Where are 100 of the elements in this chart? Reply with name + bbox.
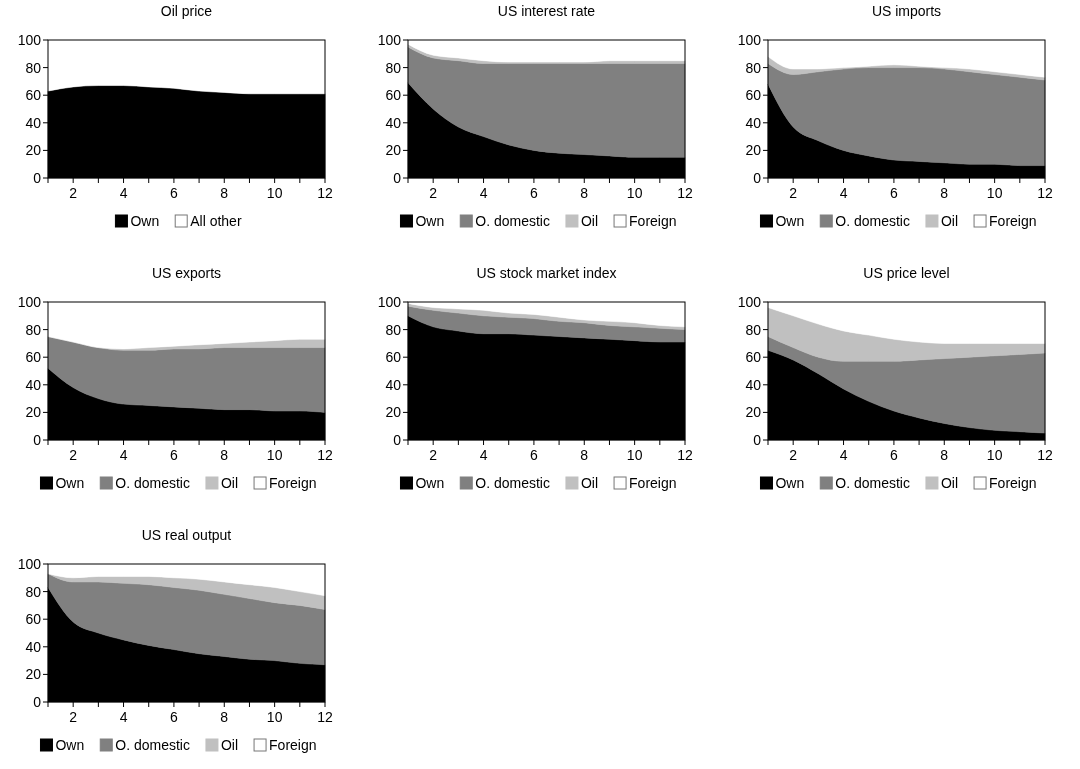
y-tick-label: 0: [753, 170, 762, 186]
chart-title: US stock market index: [476, 265, 617, 281]
x-tick-label: 12: [317, 185, 333, 201]
y-tick-label: 40: [25, 114, 42, 131]
y-tick-label: 80: [385, 59, 402, 76]
legend-label: O. domestic: [835, 475, 910, 491]
x-tick-label: 12: [317, 447, 333, 463]
x-tick-label: 12: [677, 185, 693, 201]
y-tick-label: 40: [25, 638, 42, 655]
legend-label: O. domestic: [475, 213, 550, 229]
legend-label: Own: [775, 213, 805, 229]
legend-label: Own: [130, 213, 160, 229]
chart-title: US real output: [141, 527, 232, 543]
y-tick-label: 20: [745, 404, 762, 421]
x-tick-label: 2: [429, 185, 438, 201]
x-tick-label: 8: [220, 709, 229, 725]
x-tick-label: 8: [580, 185, 589, 201]
legend-label: Oil: [940, 475, 959, 491]
x-tick-label: 4: [839, 185, 848, 201]
chart-title: US exports: [151, 265, 222, 281]
y-tick-label: 40: [385, 114, 402, 131]
y-tick-label: 20: [25, 142, 42, 159]
x-tick-label: 2: [429, 447, 438, 463]
y-tick-label: 40: [745, 376, 762, 393]
x-tick-label: 4: [479, 185, 488, 201]
y-tick-label: 100: [17, 32, 42, 48]
x-tick-label: 2: [789, 447, 798, 463]
legend-label: O. domestic: [475, 475, 550, 491]
y-tick-label: 80: [25, 583, 42, 600]
y-tick-label: 20: [745, 142, 762, 159]
x-tick-label: 10: [626, 447, 643, 463]
y-tick-label: 0: [33, 694, 42, 710]
y-tick-label: 60: [25, 87, 42, 104]
x-tick-label: 6: [170, 185, 179, 201]
legend-label: Own: [55, 737, 85, 753]
x-tick-label: 12: [677, 447, 693, 463]
legend-label: Foreign: [989, 213, 1037, 229]
y-tick-label: 80: [25, 59, 42, 76]
y-tick-label: 60: [745, 349, 762, 366]
legend-label: Oil: [940, 213, 959, 229]
y-tick-label: 0: [393, 170, 402, 186]
x-tick-label: 10: [626, 185, 643, 201]
x-tick-label: 2: [69, 447, 78, 463]
y-tick-label: 40: [25, 376, 42, 393]
y-tick-label: 100: [737, 32, 762, 48]
y-tick-label: 20: [25, 666, 42, 683]
legend-label: Oil: [220, 475, 239, 491]
x-tick-label: 10: [266, 185, 283, 201]
y-tick-label: 60: [745, 87, 762, 104]
y-tick-label: 100: [17, 294, 42, 310]
legend-label: Oil: [220, 737, 239, 753]
chart-title: Oil price: [160, 3, 213, 19]
legend-label: Own: [55, 475, 85, 491]
x-tick-label: 8: [580, 447, 589, 463]
y-tick-label: 40: [745, 114, 762, 131]
x-tick-label: 6: [890, 185, 899, 201]
y-tick-label: 80: [745, 59, 762, 76]
y-tick-label: 0: [33, 170, 42, 186]
x-tick-label: 4: [119, 447, 128, 463]
y-tick-label: 60: [25, 611, 42, 628]
legend-label: O. domestic: [835, 213, 910, 229]
y-tick-label: 100: [737, 294, 762, 310]
x-tick-label: 2: [789, 185, 798, 201]
legend-label: Oil: [580, 213, 599, 229]
y-tick-label: 0: [393, 432, 402, 448]
x-tick-label: 10: [986, 185, 1003, 201]
x-tick-label: 6: [530, 185, 539, 201]
x-tick-label: 8: [940, 447, 949, 463]
y-tick-label: 0: [33, 432, 42, 448]
x-tick-label: 4: [479, 447, 488, 463]
legend-label: Own: [415, 475, 445, 491]
chart-title: US imports: [871, 3, 942, 19]
legend-label: Foreign: [629, 475, 677, 491]
y-tick-label: 80: [745, 321, 762, 338]
y-tick-label: 0: [753, 432, 762, 448]
x-tick-label: 2: [69, 709, 78, 725]
legend-label: Foreign: [269, 737, 317, 753]
legend-label: Foreign: [629, 213, 677, 229]
x-tick-label: 4: [119, 185, 128, 201]
y-tick-label: 80: [385, 321, 402, 338]
y-tick-label: 60: [25, 349, 42, 366]
legend-label: Foreign: [989, 475, 1037, 491]
y-tick-label: 80: [25, 321, 42, 338]
legend-label: All other: [190, 213, 242, 229]
legend-label: Foreign: [269, 475, 317, 491]
legend-label: Oil: [580, 475, 599, 491]
y-tick-label: 100: [377, 294, 402, 310]
y-tick-label: 60: [385, 87, 402, 104]
x-tick-label: 6: [170, 709, 179, 725]
x-tick-label: 10: [986, 447, 1003, 463]
x-tick-label: 8: [940, 185, 949, 201]
y-tick-label: 100: [377, 32, 402, 48]
x-tick-label: 12: [1037, 185, 1053, 201]
legend-label: Own: [415, 213, 445, 229]
x-tick-label: 10: [266, 709, 283, 725]
y-tick-label: 40: [385, 376, 402, 393]
x-tick-label: 6: [530, 447, 539, 463]
x-tick-label: 12: [317, 709, 333, 725]
y-tick-label: 20: [385, 142, 402, 159]
x-tick-label: 2: [69, 185, 78, 201]
